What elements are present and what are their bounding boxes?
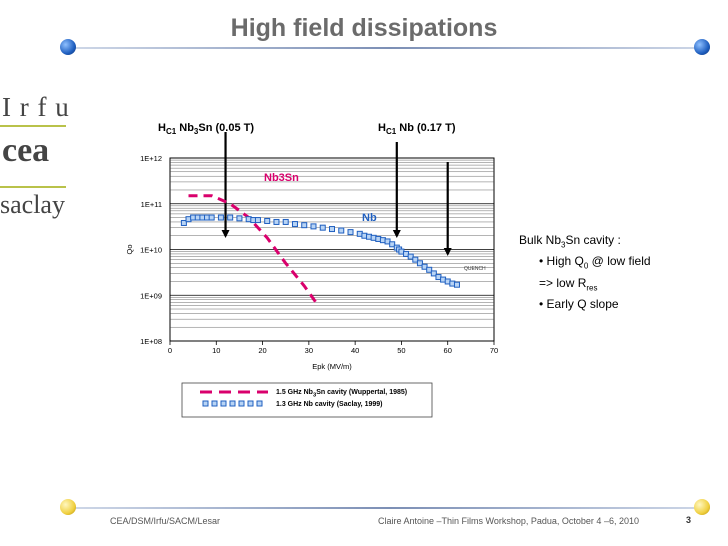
series-nb-marker: [273, 218, 280, 225]
y-tick-label: 1E+10: [140, 246, 162, 255]
x-tick-label: 20: [258, 346, 266, 355]
logo-divider-2: [0, 186, 66, 188]
bulk-note-line2: => low Rres: [539, 275, 598, 293]
y-tick-label: 1E+09: [140, 291, 162, 300]
legend-swatch-nb-marker: [256, 400, 263, 407]
logo-divider-1: [0, 125, 66, 127]
bulk-note-line1: • High Q0 @ low field: [539, 254, 651, 271]
irfu-logo: I r f u: [2, 92, 70, 122]
footer-left: CEA/DSM/Irfu/SACM/Lesar: [110, 516, 221, 526]
series-nb-marker: [329, 226, 335, 233]
bulk-note-heading: Bulk Nb3Sn cavity :: [519, 233, 621, 250]
legend-swatch-nb-marker: [202, 400, 209, 407]
legend-box: [181, 382, 433, 418]
hc1-arrow-head: [221, 230, 230, 238]
series-nb-marker: [217, 214, 224, 221]
hc1-nb3sn-label: HC1 Nb3Sn (0.05 T): [158, 122, 254, 137]
in-plot-label-quench: QUENCH: [464, 266, 486, 272]
legend-swatch-nb-marker: [229, 400, 236, 407]
in-plot-label-nb: Nb: [362, 212, 377, 224]
y-axis-label: Qo: [125, 244, 134, 254]
series-nb-marker: [227, 214, 234, 221]
y-tick-label: 1E+08: [140, 337, 162, 346]
page-number: 3: [686, 515, 692, 525]
decorative-dot-top-right: [694, 39, 710, 55]
bulk-note-line3: • Early Q slope: [539, 297, 619, 312]
legend-swatch-nb-marker: [238, 400, 245, 407]
series-nb-marker: [407, 253, 414, 260]
decorative-dot-bottom-right: [694, 499, 710, 515]
x-axis-label: Epk (MV/m): [312, 362, 352, 371]
series-nb-marker: [291, 221, 298, 228]
legend-entry-nb: 1.3 GHz Nb cavity (Saclay, 1999): [276, 401, 383, 408]
decorative-dot-bottom-left: [60, 499, 76, 515]
footer-line: [70, 507, 710, 509]
footer-center: Claire Antoine –Thin Films Workshop, Pad…: [378, 516, 639, 526]
slide-title: High field dissipations: [230, 14, 498, 42]
x-tick-label: 50: [397, 346, 405, 355]
x-tick-label: 70: [490, 346, 498, 355]
series-nb-marker: [453, 281, 460, 288]
x-tick-label: 30: [305, 346, 313, 355]
series-nb-marker: [282, 218, 289, 225]
y-tick-label: 1E+11: [141, 200, 162, 209]
in-plot-label-nb3sn: Nb3Sn: [264, 172, 299, 184]
legend-swatch-nb-marker: [211, 400, 218, 407]
legend-swatch-nb-marker: [220, 400, 227, 407]
series-nb-marker: [254, 217, 261, 224]
legend-swatch-nb-marker: [247, 400, 254, 407]
series-nb-marker: [319, 224, 326, 231]
cea-logo: cea: [2, 132, 50, 169]
x-tick-label: 60: [444, 346, 452, 355]
decorative-dot-top-left: [60, 39, 76, 55]
series-nb-marker: [389, 241, 396, 248]
hc1-arrow-head: [443, 248, 452, 256]
x-tick-label: 10: [212, 346, 220, 355]
title-underline: [70, 47, 710, 49]
series-nb-marker: [310, 223, 317, 230]
series-nb-marker: [416, 260, 423, 267]
saclay-logo: saclay: [0, 190, 65, 219]
series-nb-marker: [347, 229, 354, 236]
y-tick-label: 1E+12: [140, 154, 162, 163]
series-nb3sn-line: [188, 194, 320, 307]
series-nb-marker: [264, 217, 271, 224]
series-nb-marker: [421, 263, 428, 270]
x-tick-label: 40: [351, 346, 359, 355]
series-nb-marker: [426, 266, 433, 273]
hc1-arrow-head: [392, 230, 401, 238]
series-nb-marker: [338, 227, 345, 234]
hc1-nb-label: HC1 Nb (0.17 T): [378, 122, 456, 137]
series-nb-marker: [180, 219, 187, 226]
series-nb-marker: [208, 214, 215, 221]
series-nb-marker: [412, 256, 419, 263]
series-nb-marker: [301, 222, 308, 229]
series-nb-marker: [236, 215, 243, 222]
bulk-nb3sn-note: Bulk Nb3Sn cavity : • High Q0 @ low fiel…: [519, 232, 651, 312]
legend-entry-nb3sn: 1.5 GHz Nb3Sn cavity (Wuppertal, 1985): [276, 389, 408, 399]
x-tick-label: 0: [168, 346, 172, 355]
series-nb-marker: [430, 270, 437, 277]
